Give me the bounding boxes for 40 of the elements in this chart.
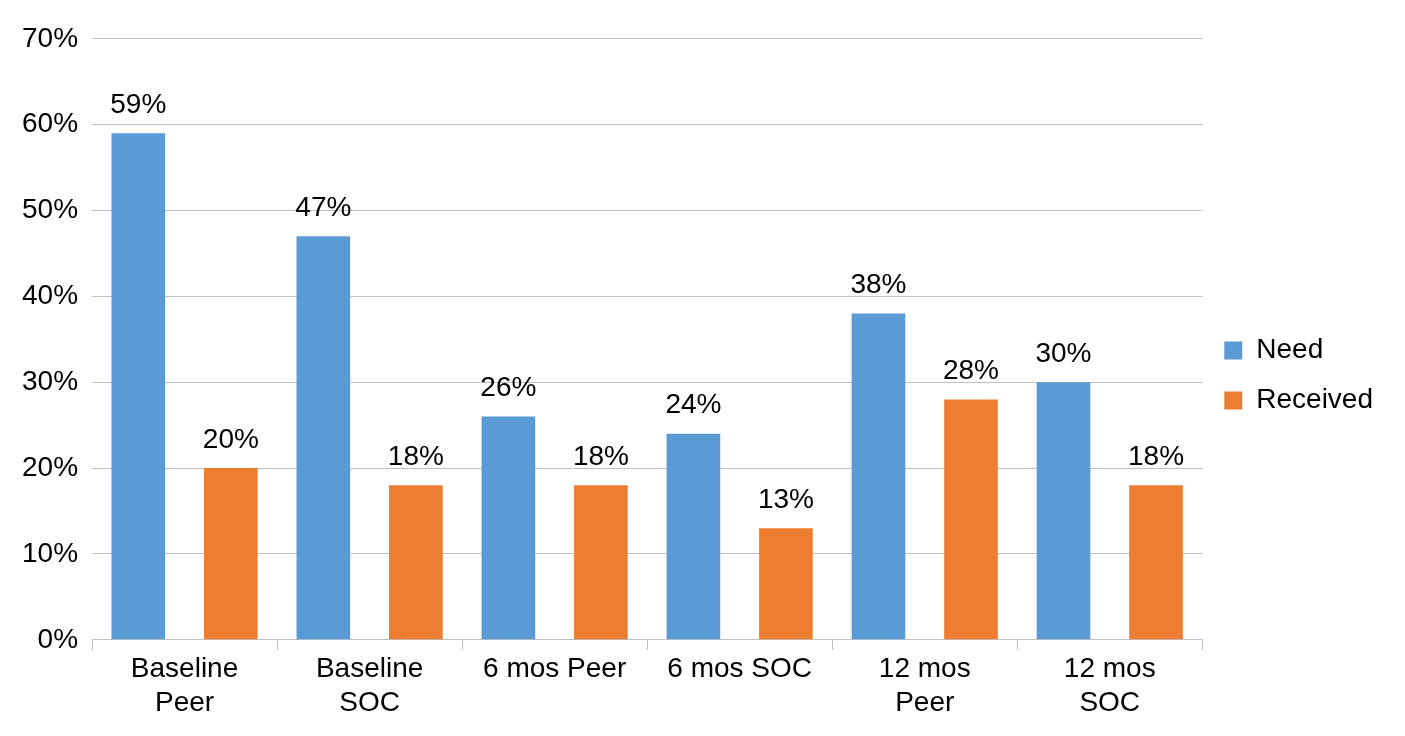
bar [666,433,721,640]
x-tick-label: 12 mos SOC [1063,652,1156,717]
data-label: 18% [387,439,444,471]
y-tick-label: 60% [21,107,79,139]
y-tick-label: 40% [21,279,79,311]
bar [574,485,628,640]
x-tick-label: 6 mos SOC [667,652,813,684]
x-tick-label: Baseline Peer [130,652,239,717]
bar [296,236,351,640]
x-tick-label: 12 mos Peer [878,652,971,717]
y-tick-label: 30% [21,364,79,396]
bar [851,313,906,640]
y-tick-label: 50% [21,193,79,225]
data-label: 38% [850,268,907,300]
legend-label: Received [1256,383,1373,415]
data-label: 24% [665,388,722,420]
bar [1129,485,1183,640]
bar [759,528,813,640]
data-label: 13% [757,482,814,514]
data-label: 30% [1035,336,1092,368]
y-tick-label: 20% [21,450,79,482]
x-tick-label: 6 mos Peer [483,652,627,684]
data-label: 18% [1127,439,1185,471]
data-label: 20% [202,422,259,454]
bar [481,416,536,640]
data-label: 18% [572,439,629,471]
data-label: 28% [942,354,999,386]
x-tick-label: Baseline SOC [315,652,424,717]
data-label: 26% [480,371,537,403]
y-tick-label: 70% [21,21,79,53]
data-label: 47% [295,190,352,222]
legend-label: Need [1256,333,1324,365]
y-tick-label: 0% [37,622,79,654]
bar [944,399,998,640]
bar [1036,382,1091,640]
bar [389,485,443,640]
bar [203,468,258,640]
bar [111,133,166,640]
y-tick-label: 10% [21,536,79,568]
data-label: 59% [110,87,167,119]
